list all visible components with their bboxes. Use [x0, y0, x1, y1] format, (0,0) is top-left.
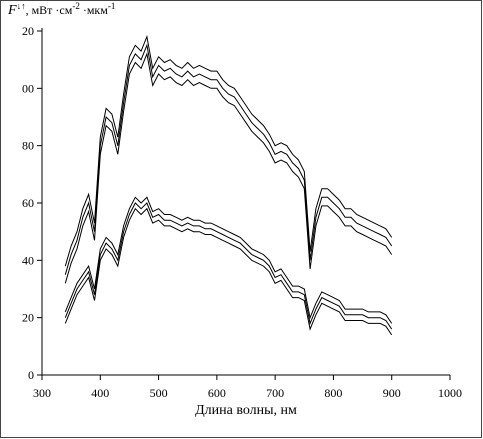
- y-label-part: F: [7, 3, 17, 18]
- series-line: [64, 43, 393, 275]
- y-tick-label: 20: [22, 24, 34, 38]
- y-label-superscript: -2: [72, 1, 80, 11]
- x-tick-label: 800: [324, 386, 342, 400]
- x-tick-label: 300: [33, 386, 51, 400]
- series-line: [64, 202, 393, 330]
- y-tick-label: 0: [28, 368, 34, 382]
- y-axis-label: F↓↑, мВт ·см-2 ·мкм-1: [7, 1, 115, 18]
- x-tick-label: 1000: [438, 386, 462, 400]
- series-line: [64, 196, 393, 324]
- y-tick-label: 80: [22, 139, 34, 153]
- y-label-part: , мВт ·см: [26, 3, 73, 17]
- y-tick-label: 40: [22, 253, 34, 267]
- x-tick-label: 900: [383, 386, 401, 400]
- y-label-part: ·мкм: [80, 3, 108, 17]
- y-tick-label: 60: [22, 196, 34, 210]
- x-tick-label: 700: [266, 386, 284, 400]
- y-label-superscript: -1: [108, 1, 116, 11]
- x-tick-label: 400: [91, 386, 109, 400]
- x-tick-label: 500: [150, 386, 168, 400]
- y-tick-label: 00: [22, 81, 34, 95]
- x-tick-label: 600: [208, 386, 226, 400]
- y-label-superscript: ↓↑: [17, 1, 26, 11]
- series-line: [64, 34, 393, 267]
- y-tick-label: 20: [22, 311, 34, 325]
- series-line: [64, 207, 393, 336]
- x-axis-label: Длина волны, нм: [195, 403, 297, 418]
- series-line: [64, 52, 393, 284]
